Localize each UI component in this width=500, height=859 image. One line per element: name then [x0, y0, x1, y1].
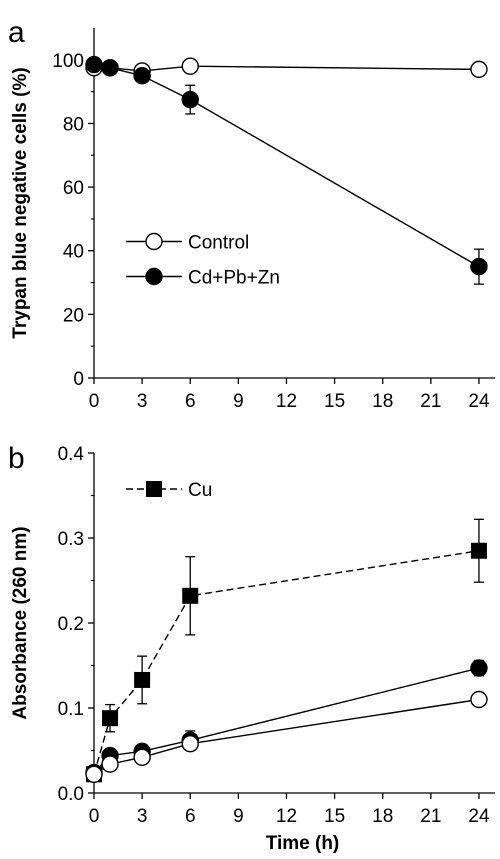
y-tick-label: 60	[63, 178, 84, 199]
x-tick-label: 0	[89, 391, 100, 412]
y-axis-title: Trypan blue negative cells (%)	[10, 67, 31, 338]
x-tick-label: 9	[233, 391, 244, 412]
x-axis-title: Time (h)	[266, 833, 340, 854]
data-point	[101, 755, 119, 773]
x-tick-label: 12	[276, 391, 297, 412]
x-tick-label: 15	[324, 391, 345, 412]
data-point	[470, 60, 488, 79]
data-point	[133, 67, 151, 85]
data-point	[85, 55, 103, 74]
series-line	[93, 550, 480, 775]
legend-marker	[146, 481, 162, 497]
legend-label: Cd+Pb+Zn	[188, 268, 280, 289]
x-tick-label: 18	[372, 391, 393, 412]
data-point	[470, 257, 488, 276]
y-tick-label: 20	[63, 305, 84, 326]
x-tick-label: 21	[420, 806, 441, 827]
chart-panel-b: b 0.0 0.1 0.2 0.3 0.4 0 3 6 9 12 15 18 21 24 Absorbance…	[8, 442, 495, 854]
series-line	[94, 65, 479, 72]
data-point	[101, 59, 119, 77]
panel-letter: a	[8, 16, 25, 49]
x-tick-label: 3	[137, 806, 148, 827]
chart-panel-a: a 0 20 40 60 80 100 0 3 6 9 12 15 18 21 24 Trypan blue n…	[8, 16, 495, 412]
data-point	[470, 542, 487, 559]
x-tick-label: 0	[89, 806, 100, 827]
y-tick-label: 0.0	[58, 784, 84, 805]
x-tick-label: 24	[468, 391, 490, 412]
y-axis-title: Absorbance (260 nm)	[10, 526, 31, 719]
y-tick-label: 80	[63, 114, 84, 135]
data-point	[181, 90, 199, 109]
legend-label: Control	[188, 233, 249, 254]
x-tick-label: 24	[468, 806, 490, 827]
x-tick-label: 6	[185, 806, 196, 827]
y-tick-label: 0	[73, 369, 84, 390]
x-tick-label: 21	[420, 391, 441, 412]
y-tick-label: 0.1	[58, 699, 84, 720]
series-line	[93, 667, 480, 774]
y-tick-label: 0.3	[58, 529, 84, 550]
x-tick-label: 12	[276, 806, 297, 827]
y-tick-label: 0.2	[58, 614, 84, 635]
data-point	[133, 748, 151, 766]
data-point	[85, 765, 103, 783]
x-tick-label: 9	[233, 806, 244, 827]
y-tick-label: 40	[63, 242, 84, 263]
legend-label: Cu	[188, 480, 212, 501]
series-line	[93, 698, 480, 775]
legend-marker	[145, 232, 163, 251]
x-tick-label: 6	[185, 391, 196, 412]
data-point	[470, 659, 488, 677]
y-tick-label: 0.4	[58, 444, 85, 465]
x-tick-label: 18	[372, 806, 393, 827]
data-point	[181, 57, 199, 75]
legend-marker	[145, 267, 163, 286]
data-point	[181, 735, 199, 753]
data-point	[182, 587, 199, 604]
data-point	[470, 690, 488, 709]
y-tick-label: 100	[52, 51, 84, 72]
panel-letter: b	[8, 442, 25, 475]
data-point	[134, 671, 151, 688]
x-tick-label: 3	[137, 391, 148, 412]
x-tick-label: 15	[324, 806, 345, 827]
data-point	[102, 710, 119, 727]
